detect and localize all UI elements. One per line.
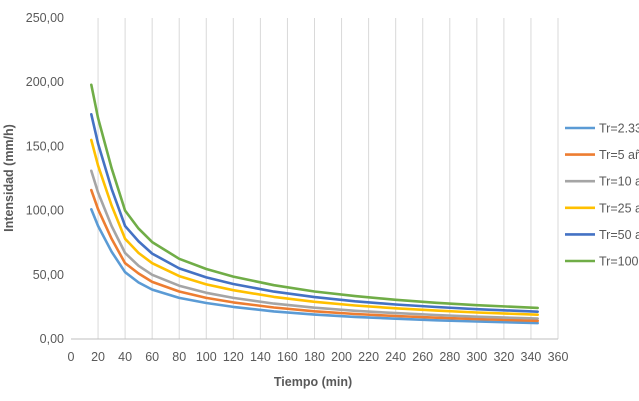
x-tick-label: 120: [223, 350, 244, 364]
legend-label-1: Tr=2.33 años: [599, 122, 639, 136]
y-axis-title: Intensidad (mm/h): [2, 124, 16, 232]
vertical-gridlines: [97, 18, 559, 339]
legend-label-2: Tr=5 años: [599, 148, 639, 162]
x-tick-label: 360: [548, 350, 569, 364]
series-line-1: [90, 208, 539, 325]
series-line-4: [90, 138, 539, 316]
x-axis-title: Tiempo (min): [274, 375, 352, 389]
series-lines: [90, 83, 539, 325]
series-line-3: [90, 169, 539, 320]
legend-label-3: Tr=10 años: [599, 175, 639, 189]
series-line-2: [90, 188, 539, 323]
x-tick-label: 320: [493, 350, 514, 364]
x-tick-label: 40: [118, 350, 132, 364]
y-tick-label: 0,00: [40, 332, 64, 346]
x-tick-label: 100: [196, 350, 217, 364]
series-line-5: [90, 113, 539, 313]
x-tick-label: 340: [521, 350, 542, 364]
series-line-6: [90, 83, 539, 310]
legend-label-6: Tr=100 años: [599, 255, 639, 269]
x-tick-label: 200: [331, 350, 352, 364]
legend-label-5: Tr=50 años: [599, 228, 639, 242]
x-axis: 0 20 40 60 80 100 120 140 160 180 200 220 240 260 280 3…: [68, 338, 569, 364]
x-tick-label: 160: [277, 350, 298, 364]
x-tick-label: 260: [412, 350, 433, 364]
legend-label-4: Tr=25 años: [599, 201, 639, 215]
x-tick-label: 280: [439, 350, 460, 364]
x-tick-label: 180: [304, 350, 325, 364]
x-tick-label: 240: [385, 350, 406, 364]
x-tick-label: 0: [68, 350, 75, 364]
x-tick-label: 140: [250, 350, 271, 364]
x-tick-label: 80: [172, 350, 186, 364]
y-tick-label: 100,00: [26, 204, 64, 218]
y-tick-label: 200,00: [26, 75, 64, 89]
x-tick-label: 60: [145, 350, 159, 364]
y-tick-label: 50,00: [33, 268, 64, 282]
y-tick-label: 150,00: [26, 139, 64, 153]
y-axis: 0,00 50,00 100,00 150,00 200,00 250,00: [26, 11, 64, 346]
x-tick-label: 300: [466, 350, 487, 364]
x-tick-label: 20: [91, 350, 105, 364]
x-tick-label: 220: [358, 350, 379, 364]
legend: Tr=2.33 años Tr=5 años Tr=10 años Tr=25 año…: [565, 122, 639, 269]
y-tick-label: 250,00: [26, 11, 64, 25]
